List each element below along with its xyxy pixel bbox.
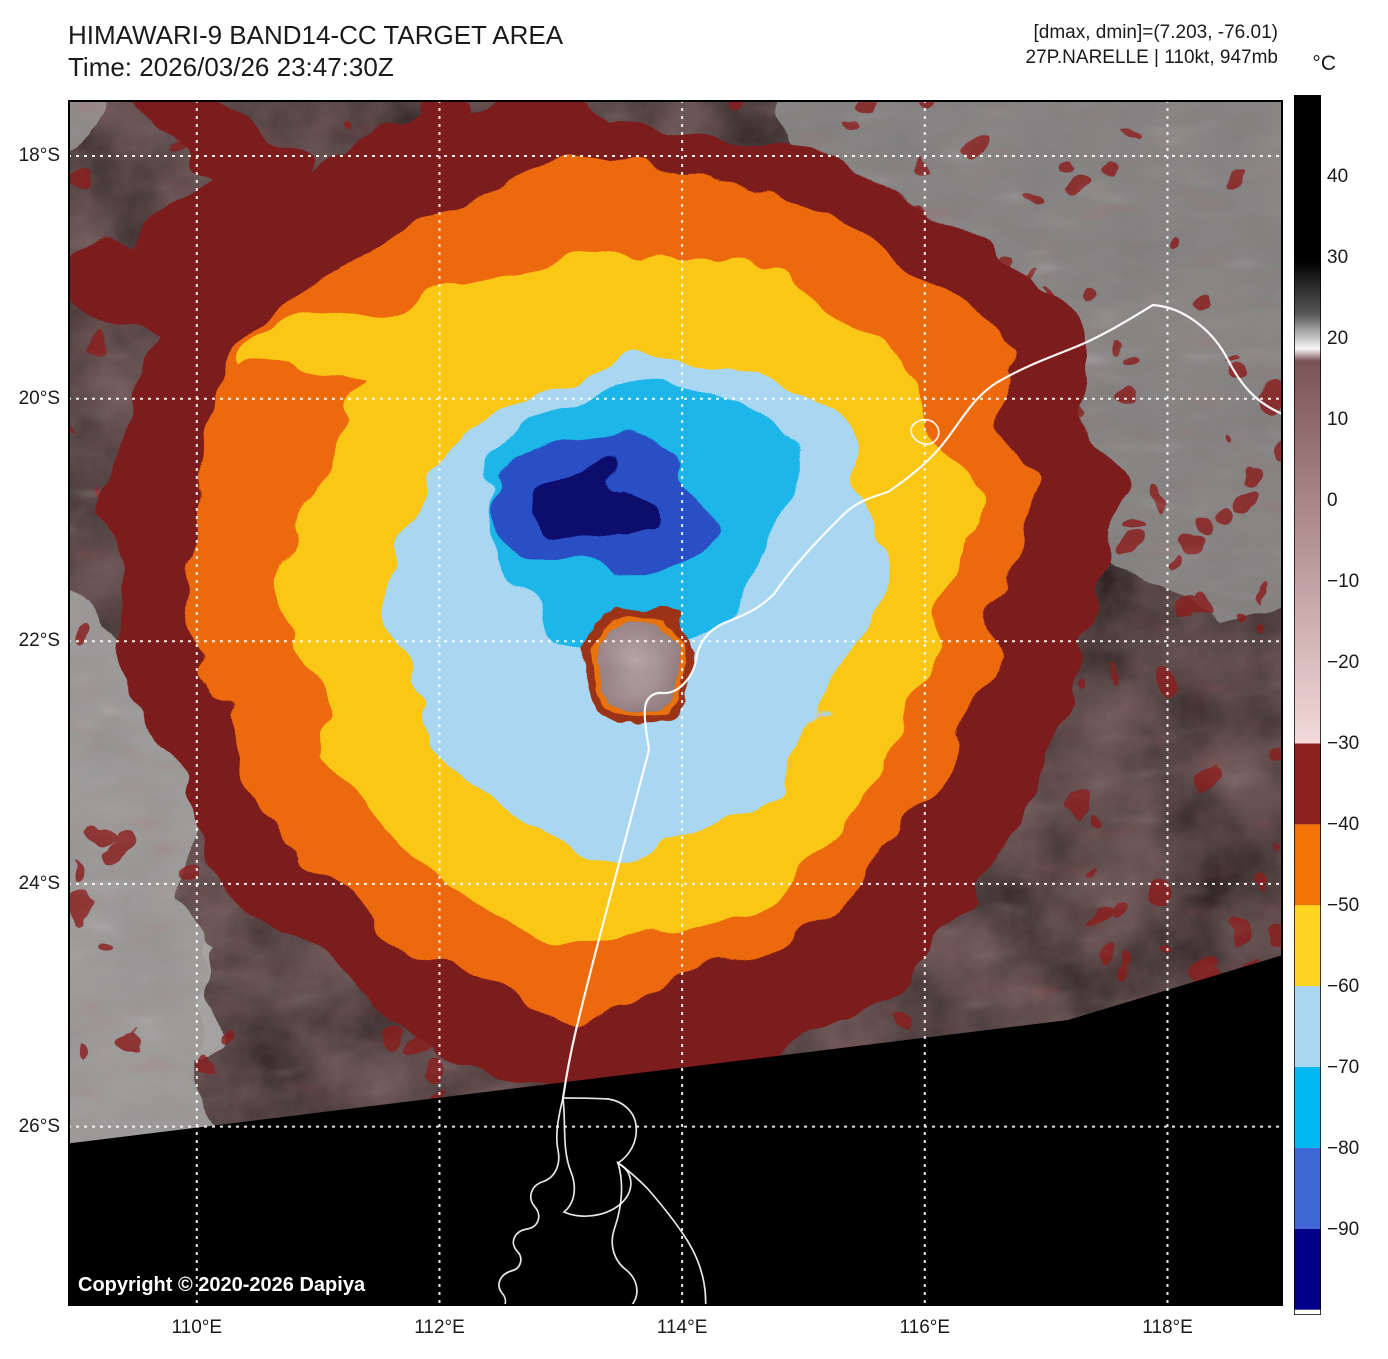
svg-text:Copyright © 2020-2026 Dapiya: Copyright © 2020-2026 Dapiya	[78, 1274, 366, 1296]
